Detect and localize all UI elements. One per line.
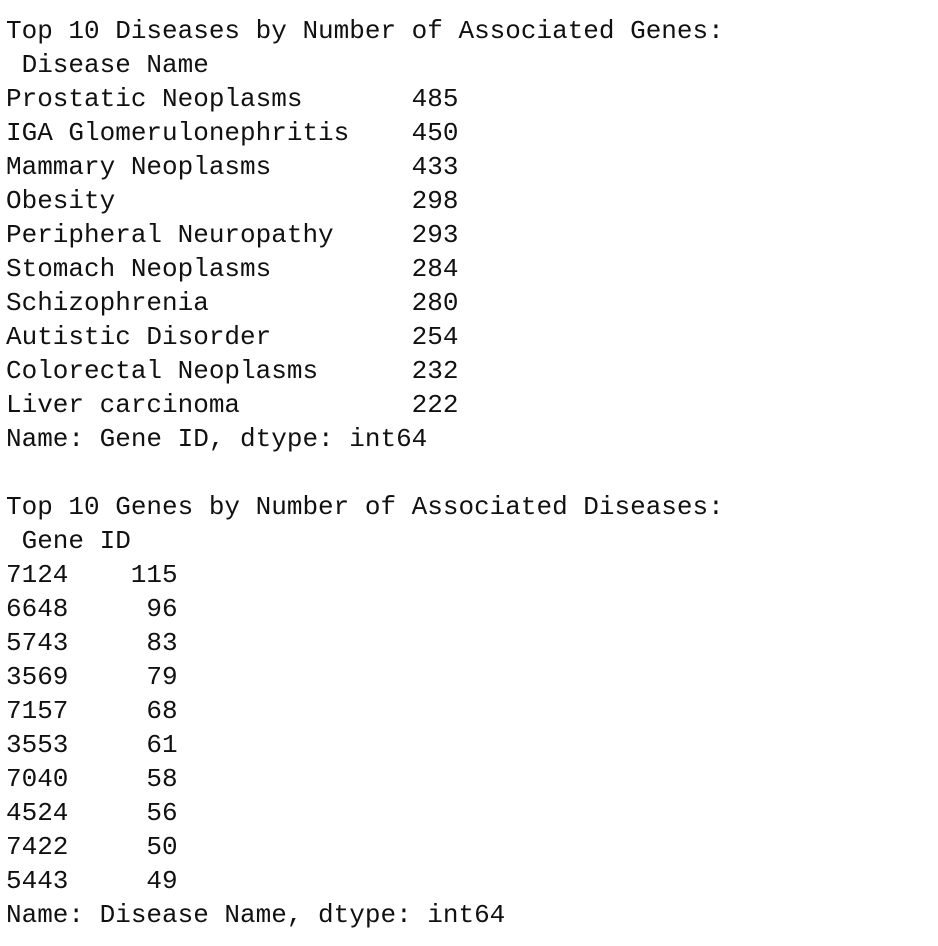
- row-label: 7124: [6, 560, 69, 590]
- row-value: 56: [146, 798, 178, 828]
- row-value: 96: [146, 594, 178, 624]
- row-label: 7422: [6, 832, 69, 862]
- row: Peripheral Neuropathy 293: [6, 218, 938, 252]
- row-value: 485: [411, 84, 459, 114]
- row: Obesity 298: [6, 184, 938, 218]
- row: 5443 49: [6, 864, 938, 898]
- row-value: 298: [411, 186, 459, 216]
- row-label: 7157: [6, 696, 69, 726]
- row-label: Mammary Neoplasms: [6, 152, 272, 182]
- series-footer: Name: Disease Name, dtype: int64: [6, 900, 506, 930]
- row-label: Liver carcinoma: [6, 390, 241, 420]
- series-footer: Name: Gene ID, dtype: int64: [6, 424, 428, 454]
- row-value: 433: [411, 152, 459, 182]
- row: 4524 56: [6, 796, 938, 830]
- row: 7124 115: [6, 558, 938, 592]
- row: 7422 50: [6, 830, 938, 864]
- row-label: Obesity: [6, 186, 116, 216]
- row-label: IGA Glomerulonephritis: [6, 118, 350, 148]
- row: Stomach Neoplasms 284: [6, 252, 938, 286]
- section: Top 10 Diseases by Number of Associated …: [6, 14, 938, 456]
- row-value: 115: [130, 560, 178, 590]
- row-value: 50: [146, 832, 178, 862]
- row-value: 49: [146, 866, 178, 896]
- row-label: Stomach Neoplasms: [6, 254, 272, 284]
- row: IGA Glomerulonephritis 450: [6, 116, 938, 150]
- row-label: 3569: [6, 662, 69, 692]
- row-label: 5743: [6, 628, 69, 658]
- row-label: Peripheral Neuropathy: [6, 220, 334, 250]
- row-label: 5443: [6, 866, 69, 896]
- row-value: 83: [146, 628, 178, 658]
- row-value: 222: [411, 390, 459, 420]
- row-label: 3553: [6, 730, 69, 760]
- section-title: Top 10 Genes by Number of Associated Dis…: [6, 492, 724, 522]
- row: 7040 58: [6, 762, 938, 796]
- row: 3553 61: [6, 728, 938, 762]
- row-value: 58: [146, 764, 178, 794]
- row-value: 280: [411, 288, 459, 318]
- row-value: 450: [411, 118, 459, 148]
- row: 5743 83: [6, 626, 938, 660]
- row: 3569 79: [6, 660, 938, 694]
- row: Prostatic Neoplasms 485: [6, 82, 938, 116]
- index-name: Disease Name: [21, 50, 209, 80]
- row: Autistic Disorder 254: [6, 320, 938, 354]
- row-value: 68: [146, 696, 178, 726]
- row-label: 6648: [6, 594, 69, 624]
- section: Top 10 Genes by Number of Associated Dis…: [6, 490, 938, 932]
- row-label: Schizophrenia: [6, 288, 209, 318]
- row-value: 232: [411, 356, 459, 386]
- index-name: Gene ID: [21, 526, 131, 556]
- row-value: 61: [146, 730, 178, 760]
- row-label: Autistic Disorder: [6, 322, 272, 352]
- section-title: Top 10 Diseases by Number of Associated …: [6, 16, 724, 46]
- row: Colorectal Neoplasms 232: [6, 354, 938, 388]
- row-value: 293: [411, 220, 459, 250]
- row-label: 7040: [6, 764, 69, 794]
- row: 6648 96: [6, 592, 938, 626]
- row: Schizophrenia 280: [6, 286, 938, 320]
- row: 7157 68: [6, 694, 938, 728]
- row-label: Colorectal Neoplasms: [6, 356, 319, 386]
- row: Liver carcinoma 222: [6, 388, 938, 422]
- row-value: 254: [411, 322, 459, 352]
- row-label: Prostatic Neoplasms: [6, 84, 303, 114]
- row-value: 79: [146, 662, 178, 692]
- row-value: 284: [411, 254, 459, 284]
- blank-line: [6, 456, 938, 490]
- row-label: 4524: [6, 798, 69, 828]
- row: Mammary Neoplasms 433: [6, 150, 938, 184]
